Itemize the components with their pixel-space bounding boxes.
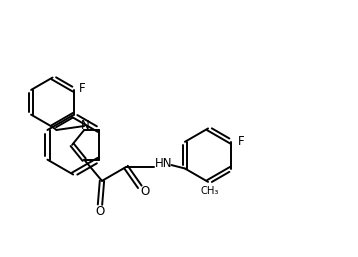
Text: F: F xyxy=(78,82,85,95)
Text: O: O xyxy=(95,205,105,218)
Text: F: F xyxy=(238,135,245,148)
Text: O: O xyxy=(140,185,149,198)
Text: N: N xyxy=(81,118,90,132)
Text: HN: HN xyxy=(155,157,172,170)
Text: CH₃: CH₃ xyxy=(201,186,219,196)
